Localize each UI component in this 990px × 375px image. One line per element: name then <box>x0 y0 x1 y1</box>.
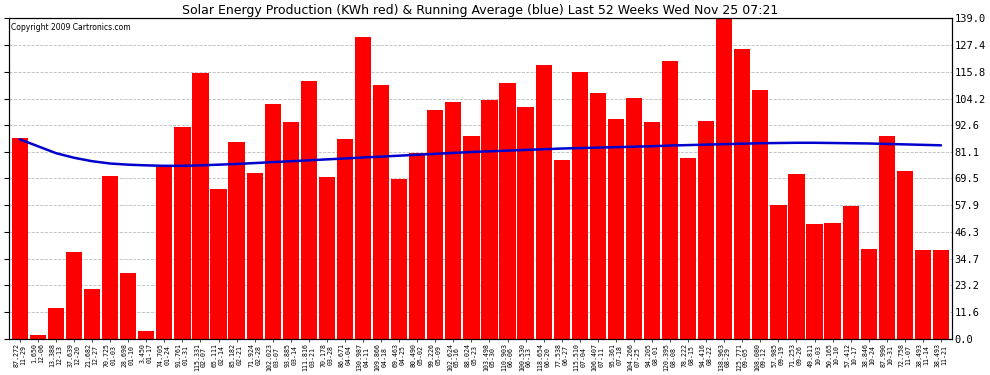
Bar <box>626 98 643 339</box>
Bar <box>229 142 245 339</box>
Bar <box>933 250 949 339</box>
Bar <box>463 136 479 339</box>
Bar <box>354 37 371 339</box>
Bar <box>608 119 624 339</box>
Bar <box>247 173 262 339</box>
Bar <box>518 107 534 339</box>
Bar <box>553 160 570 339</box>
Bar <box>211 189 227 339</box>
Bar <box>481 100 498 339</box>
Bar <box>716 18 733 339</box>
Bar <box>156 166 172 339</box>
Bar <box>66 252 82 339</box>
Bar <box>30 335 47 339</box>
Bar <box>174 127 190 339</box>
Bar <box>102 176 118 339</box>
Bar <box>807 224 823 339</box>
Bar <box>752 90 768 339</box>
Bar <box>373 86 389 339</box>
Bar <box>499 83 516 339</box>
Bar <box>842 206 858 339</box>
Bar <box>662 61 678 339</box>
Bar <box>735 49 750 339</box>
Bar <box>319 177 335 339</box>
Bar <box>698 121 715 339</box>
Bar <box>120 273 137 339</box>
Bar <box>337 139 353 339</box>
Bar <box>48 308 64 339</box>
Bar <box>12 138 28 339</box>
Bar <box>825 223 841 339</box>
Bar <box>84 289 100 339</box>
Bar <box>879 136 895 339</box>
Bar <box>264 104 281 339</box>
Bar <box>283 122 299 339</box>
Bar <box>536 65 551 339</box>
Bar <box>139 331 154 339</box>
Bar <box>391 178 407 339</box>
Bar <box>915 250 931 339</box>
Bar <box>644 122 660 339</box>
Bar <box>409 153 426 339</box>
Bar <box>571 72 588 339</box>
Bar <box>427 110 444 339</box>
Title: Solar Energy Production (KWh red) & Running Average (blue) Last 52 Weeks Wed Nov: Solar Energy Production (KWh red) & Runn… <box>182 4 778 17</box>
Bar <box>301 81 317 339</box>
Bar <box>860 249 877 339</box>
Bar <box>446 102 461 339</box>
Bar <box>192 73 209 339</box>
Text: Copyright 2009 Cartronics.com: Copyright 2009 Cartronics.com <box>11 23 131 32</box>
Bar <box>680 158 696 339</box>
Bar <box>788 174 805 339</box>
Bar <box>770 205 786 339</box>
Bar <box>590 93 606 339</box>
Bar <box>897 171 913 339</box>
